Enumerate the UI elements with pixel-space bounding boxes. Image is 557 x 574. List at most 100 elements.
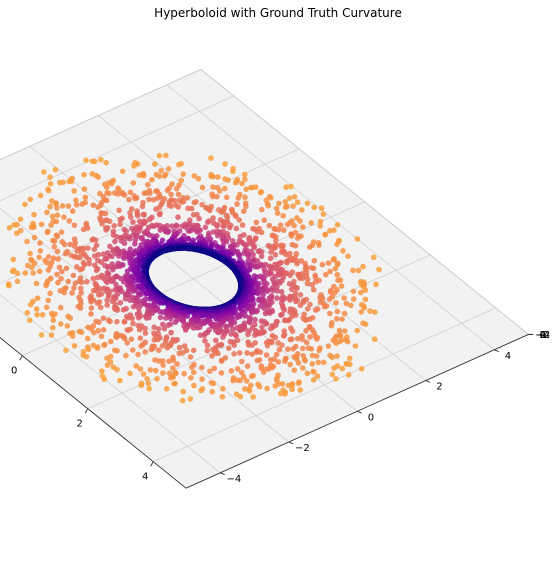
- scatter-point: [46, 267, 52, 273]
- scatter-point: [63, 348, 69, 354]
- scatter-point: [34, 312, 40, 318]
- y-tick-label: −4: [227, 474, 242, 485]
- scatter-point: [363, 297, 369, 303]
- scatter-point: [322, 304, 328, 310]
- scatter-point: [259, 207, 265, 213]
- scatter-point: [230, 169, 236, 175]
- scatter-point: [114, 307, 120, 313]
- scatter-point: [316, 242, 322, 248]
- scatter-point: [200, 185, 206, 191]
- scatter-point: [265, 203, 271, 209]
- scatter-point: [39, 332, 45, 338]
- scatter-point: [79, 329, 85, 335]
- scatter-point: [116, 208, 122, 214]
- y-tick-label-mark: [426, 381, 430, 383]
- scatter-point: [162, 173, 168, 179]
- scatter-point: [205, 343, 211, 349]
- scatter-point: [300, 346, 306, 352]
- scatter-point: [58, 321, 64, 327]
- scatter-point: [146, 386, 152, 392]
- scatter-point: [287, 195, 293, 201]
- scatter-point: [351, 289, 357, 295]
- scatter-point: [278, 391, 284, 397]
- scatter-point: [280, 213, 286, 219]
- scatter-point: [372, 336, 378, 342]
- scatter-point: [39, 222, 45, 228]
- scatter-point: [50, 325, 56, 331]
- scatter-point: [164, 386, 170, 392]
- scatter-point: [321, 360, 327, 366]
- scatter-point: [312, 258, 318, 264]
- scatter-point: [277, 347, 283, 353]
- scatter-point: [335, 272, 341, 278]
- scatter-point: [263, 311, 269, 317]
- scatter-point: [249, 309, 255, 315]
- scatter-point: [295, 199, 301, 205]
- scatter-point: [245, 332, 251, 338]
- scatter-point: [53, 167, 59, 173]
- scatter-point: [276, 201, 282, 207]
- scatter-point: [122, 319, 128, 325]
- scatter-point: [302, 358, 308, 364]
- scatter-point: [296, 360, 302, 366]
- y-tick-label-mark: [220, 473, 224, 475]
- scatter-point: [117, 378, 123, 384]
- scatter-point: [238, 394, 244, 400]
- scatter-point: [300, 224, 306, 230]
- scatter-point: [295, 235, 301, 241]
- scatter-point: [331, 365, 337, 371]
- scatter-point: [117, 222, 123, 228]
- scatter-point: [135, 213, 141, 219]
- scatter-point: [120, 169, 126, 175]
- scatter-point: [311, 369, 317, 375]
- scatter-point: [32, 235, 38, 241]
- scatter-point: [307, 244, 313, 250]
- scatter-point: [219, 209, 225, 215]
- scatter-point: [285, 222, 291, 228]
- scatter-point: [142, 190, 148, 196]
- scatter-point: [59, 229, 65, 235]
- scatter-point: [335, 309, 341, 315]
- scatter-point: [213, 338, 219, 344]
- scatter-point: [18, 216, 24, 222]
- scatter-point: [177, 345, 183, 351]
- scatter-point: [62, 290, 68, 296]
- scatter-point: [275, 210, 281, 216]
- x-tick-label: 2: [77, 418, 83, 429]
- scatter-point: [287, 362, 293, 368]
- scatter-point: [115, 191, 121, 197]
- scatter-point: [363, 321, 369, 327]
- scatter-point: [327, 311, 333, 317]
- scatter-point: [290, 203, 296, 209]
- scatter-point: [294, 261, 300, 267]
- scatter-point: [249, 351, 255, 357]
- scatter-point: [335, 222, 341, 228]
- scatter-point: [285, 346, 291, 352]
- scatter-point: [241, 208, 247, 214]
- scatter-point: [79, 280, 85, 286]
- scatter-point: [207, 208, 213, 214]
- scatter-point: [226, 346, 232, 352]
- scatter-point: [118, 300, 124, 306]
- scatter-point: [261, 217, 267, 223]
- scatter-point: [180, 398, 186, 404]
- scatter-point: [274, 295, 280, 301]
- scatter-point: [298, 292, 304, 298]
- scatter-point: [264, 386, 270, 392]
- scatter-point: [179, 199, 185, 205]
- scatter-point: [239, 181, 245, 187]
- scatter-point: [103, 227, 109, 233]
- scatter-point: [68, 315, 74, 321]
- scatter-point: [350, 268, 356, 274]
- scatter-point: [256, 249, 262, 255]
- scatter-point: [163, 315, 169, 321]
- scatter-point: [224, 195, 230, 201]
- scatter-point: [358, 290, 364, 296]
- scatter-point: [211, 381, 217, 387]
- scatter-point: [237, 328, 243, 334]
- scatter-point: [250, 394, 256, 400]
- scatter-point: [351, 296, 357, 302]
- scatter-point: [276, 359, 282, 365]
- scatter-point: [96, 174, 102, 180]
